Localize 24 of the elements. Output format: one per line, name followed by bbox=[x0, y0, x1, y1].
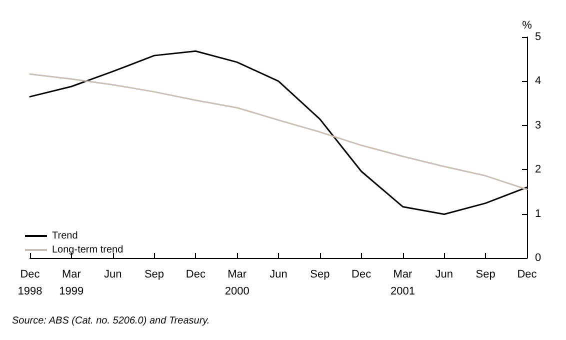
x-tick-label: Sep bbox=[144, 268, 164, 280]
x-tick-label: Dec bbox=[517, 268, 538, 280]
x-tick-label: Sep bbox=[310, 268, 330, 280]
x-tick-label: Mar 2000 bbox=[224, 268, 250, 298]
y-axis-title: % bbox=[522, 20, 532, 32]
source-note: Source: ABS (Cat. no. 5206.0) and Treasury. bbox=[12, 316, 210, 326]
x-tick-label: Mar 2001 bbox=[390, 268, 415, 298]
y-tick-label: 3 bbox=[535, 119, 542, 132]
y-tick-label: 1 bbox=[535, 208, 542, 220]
y-tick-label: 2 bbox=[535, 164, 542, 176]
legend-label: Long-term trend bbox=[52, 244, 124, 256]
y-tick-label: 4 bbox=[535, 75, 542, 88]
x-tick-label: Dec 1998 bbox=[18, 268, 42, 298]
legend-label: Trend bbox=[52, 230, 78, 242]
x-tick-label: Jun bbox=[270, 268, 288, 280]
x-tick-label: Jun bbox=[104, 268, 122, 280]
x-tick-label: Dec bbox=[186, 268, 206, 280]
y-tick-label: 5 bbox=[535, 31, 542, 43]
x-tick-label: Dec bbox=[352, 268, 372, 280]
y-tick-label: 0 bbox=[535, 252, 542, 264]
x-tick-label: Sep bbox=[476, 268, 496, 280]
x-tick-label: Mar 1999 bbox=[59, 268, 84, 298]
line-series bbox=[29, 73, 528, 190]
x-tick-label: Jun bbox=[435, 268, 454, 280]
